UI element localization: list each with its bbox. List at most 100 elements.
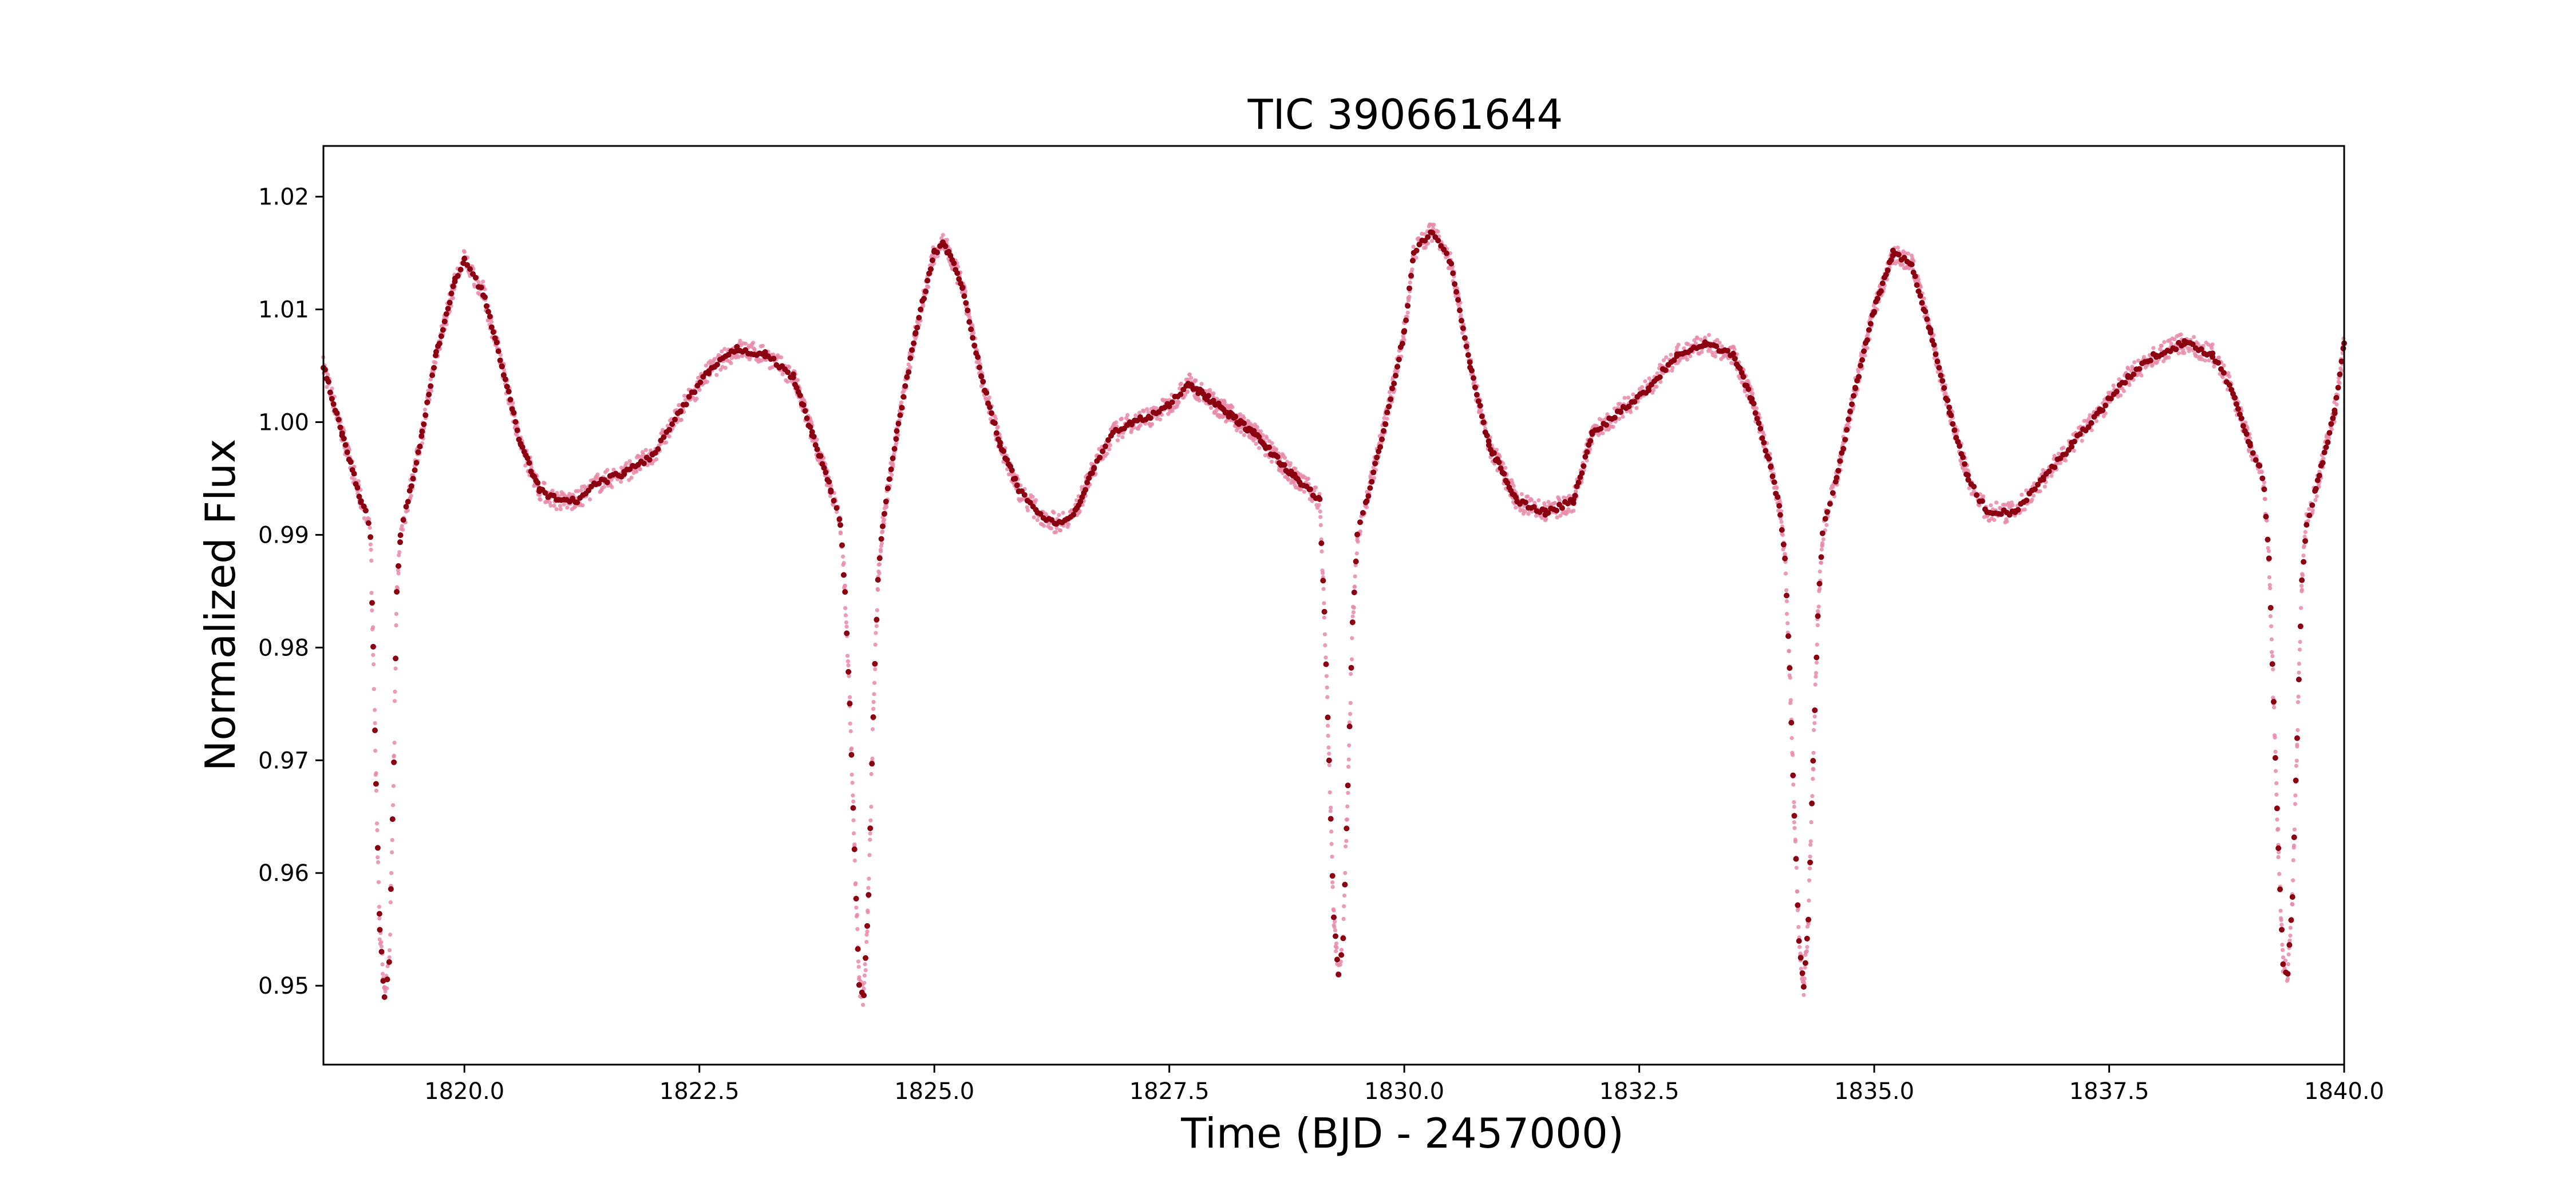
binned-flux-point bbox=[596, 480, 602, 487]
raw-flux-point bbox=[1313, 485, 1318, 490]
raw-flux-point bbox=[2314, 494, 2319, 499]
raw-flux-point bbox=[400, 524, 404, 528]
binned-flux-point bbox=[848, 752, 855, 758]
raw-flux-point bbox=[2293, 793, 2298, 798]
raw-flux-point bbox=[554, 507, 559, 512]
raw-flux-point bbox=[1688, 354, 1693, 358]
binned-flux-point bbox=[2015, 507, 2021, 513]
raw-flux-point bbox=[1033, 498, 1038, 503]
raw-flux-point bbox=[815, 437, 819, 442]
binned-flux-point bbox=[511, 410, 517, 416]
binned-flux-point bbox=[2253, 457, 2259, 463]
binned-flux-point bbox=[1365, 493, 1372, 499]
raw-flux-point bbox=[1808, 843, 1813, 847]
raw-flux-point bbox=[874, 624, 879, 628]
raw-flux-point bbox=[1695, 336, 1700, 341]
binned-flux-point bbox=[2024, 497, 2030, 504]
raw-flux-point bbox=[552, 504, 556, 508]
binned-flux-point bbox=[1626, 404, 1632, 410]
binned-flux-point bbox=[1425, 234, 1431, 240]
raw-flux-point bbox=[1322, 601, 1326, 606]
binned-flux-point bbox=[1077, 499, 1084, 505]
raw-flux-point bbox=[2277, 850, 2281, 855]
raw-flux-point bbox=[1358, 529, 1362, 534]
binned-flux-point bbox=[1603, 422, 1610, 428]
raw-flux-point bbox=[1799, 966, 1803, 971]
raw-flux-point bbox=[851, 831, 856, 836]
raw-flux-point bbox=[2031, 493, 2036, 498]
binned-flux-point bbox=[1822, 516, 1828, 522]
binned-flux-point bbox=[1895, 251, 1902, 258]
raw-flux-point bbox=[2280, 948, 2285, 952]
raw-flux-point bbox=[1269, 460, 1274, 464]
binned-flux-point bbox=[2240, 423, 2246, 429]
raw-flux-point bbox=[374, 771, 378, 776]
raw-flux-point bbox=[868, 818, 873, 823]
raw-flux-point bbox=[1230, 405, 1235, 409]
binned-flux-point bbox=[997, 440, 1003, 446]
raw-flux-point bbox=[1519, 492, 1524, 496]
raw-flux-point bbox=[1432, 223, 1436, 227]
raw-flux-point bbox=[2087, 416, 2091, 421]
binned-flux-point bbox=[2285, 971, 2291, 977]
raw-flux-point bbox=[637, 454, 641, 459]
raw-flux-point bbox=[1661, 358, 1666, 362]
raw-flux-point bbox=[2300, 573, 2305, 578]
raw-flux-point bbox=[2042, 484, 2047, 489]
raw-flux-point bbox=[389, 871, 394, 875]
raw-flux-point bbox=[2005, 519, 2009, 524]
raw-flux-point bbox=[1288, 461, 1293, 465]
raw-flux-point bbox=[1808, 839, 1813, 844]
binned-flux-point bbox=[2100, 407, 2105, 413]
raw-flux-point bbox=[2080, 438, 2084, 443]
raw-flux-point bbox=[2058, 461, 2063, 465]
raw-flux-point bbox=[580, 503, 585, 508]
raw-flux-point bbox=[2275, 817, 2279, 822]
raw-flux-point bbox=[397, 550, 402, 555]
binned-flux-point bbox=[1479, 413, 1485, 420]
raw-flux-point bbox=[643, 448, 648, 452]
raw-flux-point bbox=[941, 233, 945, 238]
binned-flux-point bbox=[1416, 242, 1423, 248]
binned-flux-point bbox=[1912, 273, 1918, 279]
binned-flux-point bbox=[1382, 421, 1389, 428]
binned-flux-point bbox=[853, 896, 859, 902]
raw-flux-point bbox=[2262, 480, 2266, 485]
raw-flux-point bbox=[375, 828, 380, 832]
binned-flux-point bbox=[368, 534, 374, 540]
binned-flux-point bbox=[378, 948, 385, 955]
binned-flux-point bbox=[391, 759, 397, 765]
binned-flux-point bbox=[1965, 477, 1971, 483]
raw-flux-point bbox=[831, 503, 836, 507]
binned-flux-point bbox=[846, 669, 852, 675]
binned-flux-point bbox=[467, 266, 473, 272]
raw-flux-point bbox=[1333, 919, 1337, 924]
raw-flux-point bbox=[1238, 412, 1242, 417]
binned-flux-point bbox=[1776, 503, 1783, 509]
raw-flux-point bbox=[683, 398, 688, 402]
binned-flux-point bbox=[327, 389, 333, 396]
binned-flux-point bbox=[1941, 385, 1947, 391]
raw-flux-point bbox=[1030, 495, 1035, 499]
x-tick-label: 1837.5 bbox=[2069, 1078, 2150, 1105]
binned-flux-point bbox=[396, 563, 401, 569]
binned-flux-point bbox=[1333, 933, 1338, 939]
binned-flux-point bbox=[916, 315, 922, 321]
raw-flux-point bbox=[835, 509, 839, 515]
x-tick-label: 1830.0 bbox=[1364, 1078, 1444, 1105]
raw-flux-point bbox=[1323, 655, 1328, 660]
binned-flux-point bbox=[1345, 782, 1351, 789]
raw-flux-point bbox=[1155, 416, 1159, 421]
binned-flux-point bbox=[370, 643, 376, 650]
binned-flux-point bbox=[1389, 385, 1396, 392]
binned-flux-point bbox=[351, 470, 357, 477]
raw-flux-point bbox=[848, 729, 853, 734]
binned-flux-point bbox=[1879, 280, 1886, 286]
raw-flux-point bbox=[1025, 508, 1030, 513]
binned-flux-point bbox=[1100, 448, 1106, 454]
raw-flux-point bbox=[1809, 820, 1814, 825]
binned-flux-point bbox=[1962, 461, 1967, 467]
binned-flux-point bbox=[347, 459, 354, 465]
raw-flux-point bbox=[2273, 735, 2277, 740]
binned-flux-point bbox=[1377, 444, 1384, 450]
